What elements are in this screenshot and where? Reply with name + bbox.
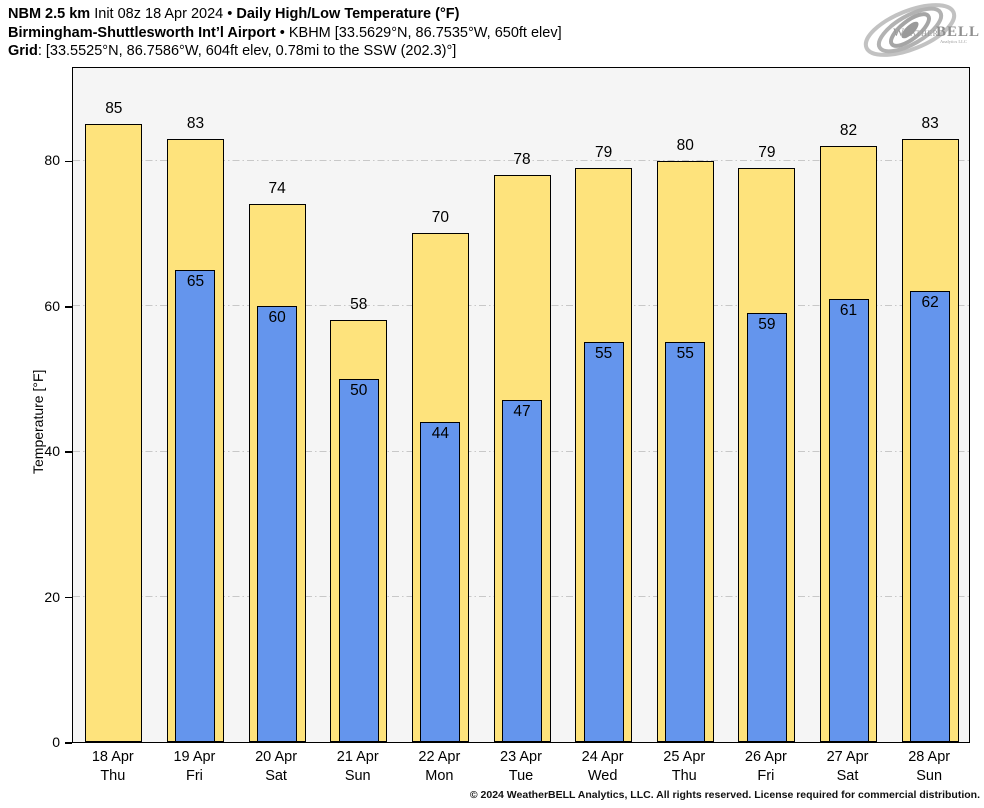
x-tick-label: 27 Apr Sat xyxy=(807,748,889,786)
x-tick-label: 26 Apr Fri xyxy=(725,748,807,786)
x-tick-day: Fri xyxy=(185,768,203,784)
y-tick-label: 80 xyxy=(44,152,60,169)
x-tick-date: 26 Apr xyxy=(744,749,787,765)
grid-info: : [33.5525°N, 86.7586°W, 604ft elev, 0.7… xyxy=(37,43,457,60)
x-tick-date: 24 Apr xyxy=(581,749,624,765)
logo-text-bell: BELL xyxy=(936,24,980,40)
weatherbell-logo: Weather BELL Analytics LLC xyxy=(863,3,980,57)
x-tick-label: 18 Apr Thu xyxy=(72,748,154,786)
low-bar: 44 xyxy=(420,422,461,742)
low-value-label: 47 xyxy=(513,403,531,421)
low-value-label: 61 xyxy=(839,301,858,319)
low-bar: 50 xyxy=(338,378,379,742)
gridline-80 xyxy=(73,160,969,161)
low-value-label: 55 xyxy=(676,345,694,363)
x-tick-day: Fri xyxy=(757,768,775,784)
x-tick-date: 23 Apr xyxy=(500,749,542,765)
high-value-label: 80 xyxy=(676,136,694,154)
x-tick-day: Tue xyxy=(508,768,534,784)
x-tick-day: Thu xyxy=(671,768,697,784)
y-tick-mark xyxy=(65,451,72,453)
y-tick-mark xyxy=(65,160,72,163)
chart-header: NBM 2.5 km Init 08z 18 Apr 2024 • Daily … xyxy=(8,5,562,61)
station-name: Birmingham-Shuttlesworth Int’l Airport xyxy=(8,24,276,41)
low-bar: 47 xyxy=(502,400,542,742)
init-time: Init 08z 18 Apr 2024 xyxy=(94,6,224,22)
y-tick-label: 0 xyxy=(52,734,60,750)
high-value-label: 83 xyxy=(921,114,939,132)
x-tick-day: Sun xyxy=(916,768,943,784)
high-value-label: 82 xyxy=(839,121,858,139)
x-tick-label: 19 Apr Fri xyxy=(154,748,236,786)
grid-label: Grid xyxy=(8,43,38,60)
x-tick-date: 18 Apr xyxy=(91,749,134,765)
high-value-label: 79 xyxy=(595,143,613,161)
x-tick-date: 22 Apr xyxy=(418,749,461,765)
x-tick-day: Sun xyxy=(344,768,371,784)
x-tick-label: 24 Apr Wed xyxy=(562,748,644,786)
y-tick-mark xyxy=(65,596,72,599)
low-bar: 59 xyxy=(746,313,787,742)
x-tick-label: 25 Apr Thu xyxy=(643,748,725,786)
y-tick-mark xyxy=(65,742,72,744)
high-value-label: 85 xyxy=(105,100,123,118)
high-bar xyxy=(85,124,143,742)
station-info: KBHM [33.5629°N, 86.7535°W, 650ft elev] xyxy=(288,24,562,41)
plot-area: 85 83 65 74 60 58 50 70 44 78 47 79 55 80 55 79 59 82 61 83… xyxy=(72,67,970,743)
y-tick-label: 40 xyxy=(44,443,60,460)
x-tick-date: 20 Apr xyxy=(255,749,298,765)
y-tick-label: 60 xyxy=(44,297,60,314)
model-name: NBM 2.5 km xyxy=(8,6,91,22)
bullet-separator: • xyxy=(279,24,285,41)
low-value-label: 60 xyxy=(268,308,286,326)
low-value-label: 65 xyxy=(186,272,205,290)
high-value-label: 79 xyxy=(758,143,776,161)
header-line-1: NBM 2.5 km Init 08z 18 Apr 2024 • Daily … xyxy=(8,5,562,24)
x-tick-date: 28 Apr xyxy=(908,749,951,765)
x-tick-label: 21 Apr Sun xyxy=(317,748,399,786)
x-tick-date: 19 Apr xyxy=(173,749,216,765)
low-bar: 55 xyxy=(665,342,706,742)
logo-subtext: Analytics LLC xyxy=(940,39,967,44)
bullet-separator: • xyxy=(227,6,233,22)
high-value-label: 83 xyxy=(186,114,205,132)
product-title: Daily High/Low Temperature (°F) xyxy=(236,6,460,22)
x-tick-label: 23 Apr Tue xyxy=(480,748,562,786)
x-tick-date: 25 Apr xyxy=(663,749,706,765)
x-tick-day: Mon xyxy=(425,768,454,784)
low-value-label: 59 xyxy=(758,316,776,334)
header-line-2: Birmingham-Shuttlesworth Int’l Airport •… xyxy=(8,24,562,43)
x-tick-day: Thu xyxy=(100,768,126,784)
high-value-label: 74 xyxy=(268,180,286,198)
y-tick-mark xyxy=(65,306,72,308)
low-value-label: 62 xyxy=(921,294,939,312)
x-tick-day: Sat xyxy=(265,768,287,784)
x-tick-date: 21 Apr xyxy=(336,749,379,765)
high-value-label: 58 xyxy=(350,296,368,314)
low-bar: 62 xyxy=(910,291,951,742)
x-tick-day: Wed xyxy=(587,768,618,784)
low-bar: 61 xyxy=(828,298,869,742)
low-value-label: 44 xyxy=(431,425,449,443)
hurricane-swirl-icon xyxy=(863,3,957,57)
copyright-notice: © 2024 WeatherBELL Analytics, LLC. All r… xyxy=(469,789,980,801)
x-tick-label: 20 Apr Sat xyxy=(235,748,317,786)
header-line-3: Grid: [33.5525°N, 86.7586°W, 604ft elev,… xyxy=(8,42,562,61)
logo-text-weather: Weather xyxy=(893,25,939,39)
high-value-label: 78 xyxy=(513,151,531,169)
x-tick-date: 27 Apr xyxy=(826,749,869,765)
low-bar: 65 xyxy=(175,269,216,742)
x-tick-label: 22 Apr Mon xyxy=(399,748,481,786)
low-bar: 55 xyxy=(583,342,624,742)
low-bar: 60 xyxy=(257,305,298,742)
high-value-label: 70 xyxy=(431,209,449,227)
y-tick-label: 20 xyxy=(44,588,60,605)
low-value-label: 55 xyxy=(595,345,613,363)
x-tick-day: Sat xyxy=(836,768,859,784)
low-value-label: 50 xyxy=(350,381,368,399)
x-tick-label: 28 Apr Sun xyxy=(888,748,970,786)
